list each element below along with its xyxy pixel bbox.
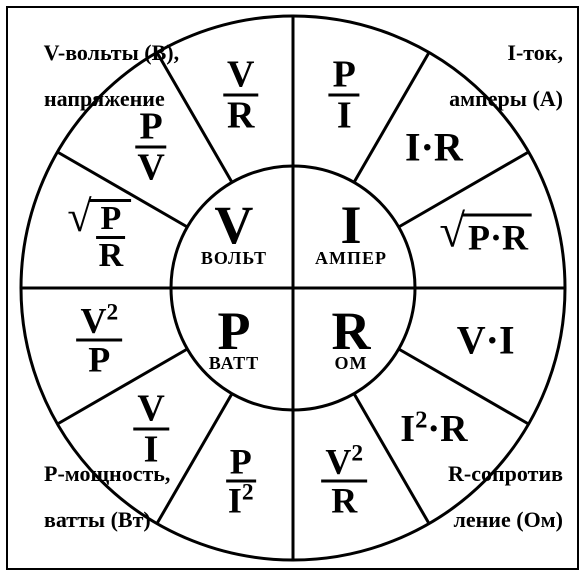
ohms-law-wheel	[13, 8, 573, 568]
center-v-volt: V ВОЛЬТ	[201, 202, 267, 270]
formula-r-s0: V2P	[76, 302, 122, 377]
formula-p-s2: V·I	[457, 316, 515, 363]
formula-v-s0: PI	[329, 55, 360, 134]
center-unit: ВАТТ	[209, 353, 259, 374]
formula-i-s1: PV	[133, 107, 168, 186]
center-letter: V	[201, 202, 267, 251]
center-letter: P	[209, 307, 259, 356]
center-letter: I	[315, 202, 387, 251]
center-i-amper: I АМПЕР	[315, 202, 387, 270]
center-letter: R	[332, 307, 371, 356]
formula-r-s2: PI2	[224, 444, 258, 519]
formula-p-s1: I2·R	[400, 407, 467, 451]
center-unit: ОМ	[332, 353, 371, 374]
formula-i-s2: √PR	[67, 199, 131, 273]
outer-frame: V-вольты (В), напряжение I-ток, амперы (…	[6, 6, 579, 570]
center-p-watt: P ВАТТ	[209, 307, 259, 375]
formula-i-s0: VR	[223, 55, 258, 134]
center-r-ohm: R ОМ	[332, 307, 371, 375]
formula-r-s1: VI	[133, 390, 168, 469]
formula-v-s1: I·R	[405, 123, 463, 170]
center-unit: ВОЛЬТ	[201, 248, 267, 269]
center-unit: АМПЕР	[315, 248, 387, 269]
formula-v-s2: √P·R	[439, 214, 532, 259]
formula-p-s0: V2R	[321, 444, 367, 519]
